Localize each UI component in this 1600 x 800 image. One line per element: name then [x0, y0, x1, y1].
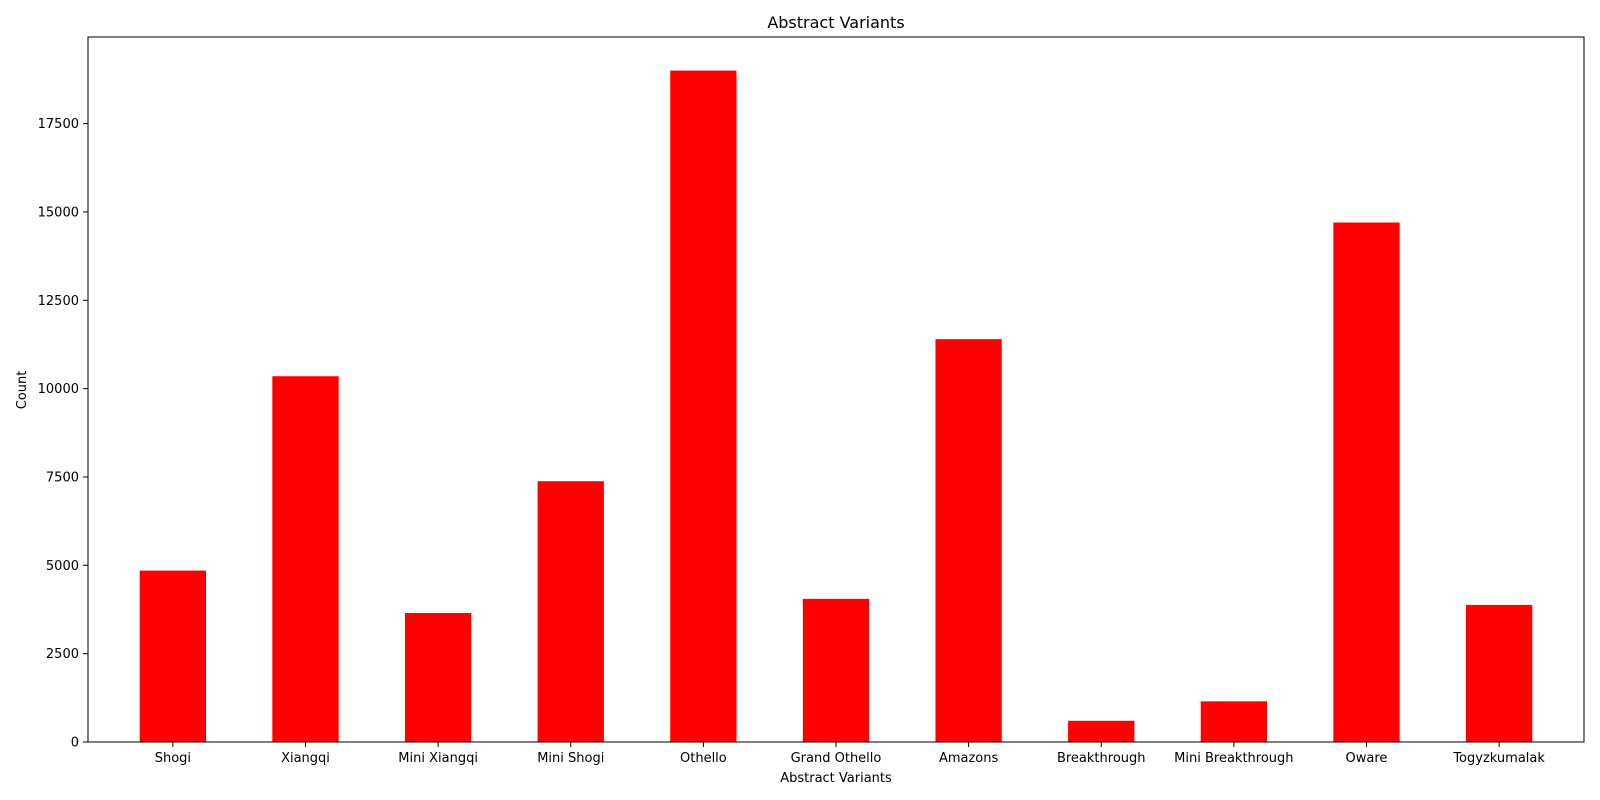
- x-tick-label: Othello: [680, 751, 727, 766]
- bar-mini-xiangqi: [404, 613, 472, 742]
- bars-group: [139, 70, 1533, 743]
- bar-togyzkumalak: [1465, 604, 1533, 742]
- x-tick-label: Togyzkumalak: [1452, 751, 1545, 766]
- y-tick-label: 15000: [38, 205, 79, 220]
- x-tick-label: Mini Shogi: [537, 751, 604, 766]
- bar-xiangqi: [272, 376, 339, 742]
- y-tick-label: 7500: [46, 470, 79, 485]
- y-tick-label: 2500: [46, 647, 79, 662]
- bar-mini-breakthrough: [1200, 701, 1268, 742]
- x-tick-label: Breakthrough: [1057, 751, 1146, 766]
- bar-othello: [670, 70, 737, 743]
- bar-amazons: [935, 339, 1002, 742]
- y-tick-label: 17500: [38, 117, 79, 132]
- x-tick-label: Shogi: [155, 751, 191, 766]
- x-tick-label: Oware: [1346, 751, 1388, 766]
- bar-oware: [1333, 222, 1400, 743]
- x-axis-label: Abstract Variants: [780, 771, 892, 786]
- bar-shogi: [139, 570, 207, 742]
- y-axis-label: Count: [15, 371, 30, 410]
- x-axis: Shogi Xiangqi Mini Xiangqi Mini Shogi Othell…: [155, 742, 1545, 766]
- bar-grand-othello: [802, 598, 870, 742]
- x-tick-label: Grand Othello: [791, 751, 882, 766]
- x-tick-label: Xiangqi: [281, 751, 330, 766]
- y-tick-label: 12500: [38, 294, 79, 309]
- y-tick-label: 0: [71, 736, 79, 751]
- x-tick-label: Amazons: [939, 751, 999, 766]
- y-tick-label: 10000: [38, 382, 79, 397]
- x-tick-label: Mini Breakthrough: [1174, 751, 1293, 766]
- bar-mini-shogi: [537, 481, 604, 742]
- y-axis: 0 2500 5000 7500 10000 12500 15000 17500: [38, 117, 88, 751]
- chart-title: Abstract Variants: [767, 13, 904, 32]
- bar-breakthrough: [1068, 720, 1135, 742]
- y-tick-label: 5000: [46, 559, 79, 574]
- x-tick-label: Mini Xiangqi: [398, 751, 478, 766]
